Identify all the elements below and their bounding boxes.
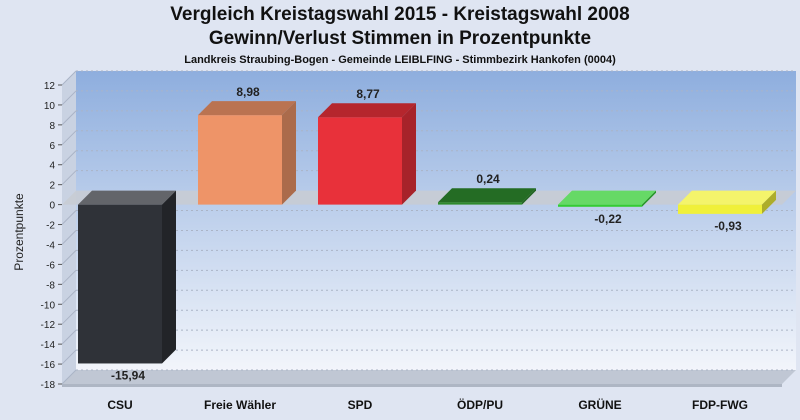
gridline-diagonal bbox=[61, 349, 77, 365]
category-label: CSU bbox=[107, 398, 132, 412]
bar-front bbox=[318, 117, 402, 205]
y-tick-label: -18 bbox=[41, 380, 56, 391]
bar-side bbox=[282, 101, 296, 205]
bar-top bbox=[198, 101, 296, 116]
y-tick-label: -6 bbox=[46, 260, 55, 271]
category-label: GRÜNE bbox=[578, 397, 621, 412]
gridline-diagonal bbox=[61, 70, 77, 86]
y-tick-label: 10 bbox=[44, 101, 56, 112]
y-tick-label: -8 bbox=[46, 280, 55, 291]
plot-base bbox=[62, 384, 782, 387]
bar-front bbox=[558, 204, 642, 207]
bar-side bbox=[402, 103, 416, 205]
category-label: Freie Wähler bbox=[204, 398, 276, 412]
gridline-diagonal bbox=[61, 230, 77, 245]
gridline-diagonal bbox=[61, 250, 77, 265]
gridline-diagonal bbox=[61, 210, 77, 225]
value-label: -15,94 bbox=[111, 368, 145, 382]
y-tick-label: 2 bbox=[49, 181, 55, 192]
y-tick-label: 8 bbox=[49, 121, 55, 132]
chart-subtitle: Gewinn/Verlust Stimmen in Prozentpunkte bbox=[208, 28, 592, 49]
bar-side bbox=[522, 188, 536, 205]
bar-front bbox=[678, 204, 762, 214]
gridline-diagonal bbox=[61, 329, 77, 345]
gridline-diagonal bbox=[61, 309, 77, 325]
chart-subtitle-location: Landkreis Straubing-Bogen - Gemeinde LEI… bbox=[184, 54, 616, 66]
bar-front bbox=[78, 204, 162, 364]
category-label: ÖDP/PU bbox=[457, 397, 503, 412]
plot-floor bbox=[62, 370, 796, 384]
y-axis-label: Prozentpunkte bbox=[12, 193, 26, 271]
bar-side bbox=[762, 190, 776, 214]
bar-side bbox=[162, 190, 176, 364]
plot-back-wall bbox=[76, 71, 796, 370]
y-tick-label: 6 bbox=[49, 141, 55, 152]
y-tick-label: -12 bbox=[41, 320, 56, 331]
bar-3 bbox=[318, 103, 416, 205]
value-label: -0,93 bbox=[714, 219, 742, 233]
gridline-diagonal bbox=[61, 150, 77, 166]
bar-front bbox=[438, 202, 522, 205]
y-tick-label: -10 bbox=[41, 300, 56, 311]
bar-6 bbox=[678, 190, 776, 214]
gridline-diagonal bbox=[61, 269, 77, 285]
y-tick-label: -4 bbox=[46, 240, 55, 251]
bar-top bbox=[78, 190, 176, 205]
y-tick-label: 12 bbox=[44, 81, 56, 92]
bar-4 bbox=[438, 188, 536, 205]
value-label: 8,98 bbox=[236, 85, 260, 99]
value-label: 0,24 bbox=[476, 172, 500, 186]
y-tick-label: -16 bbox=[41, 360, 56, 371]
chart-title: Vergleich Kreistagswahl 2015 - Kreistags… bbox=[170, 4, 630, 25]
bar-top bbox=[318, 103, 416, 118]
bar-1 bbox=[78, 190, 176, 364]
gridline-diagonal bbox=[61, 110, 77, 126]
y-tick-label: 4 bbox=[49, 161, 55, 172]
gridline-diagonal bbox=[61, 289, 77, 305]
y-tick-label: -2 bbox=[46, 221, 55, 232]
bar-2 bbox=[198, 101, 296, 205]
y-tick-label: -14 bbox=[41, 340, 56, 351]
bar-top bbox=[558, 190, 656, 205]
gridline-diagonal bbox=[61, 170, 77, 186]
bar-5 bbox=[558, 190, 656, 207]
bar-front bbox=[198, 115, 282, 205]
gridline-diagonal bbox=[61, 90, 77, 106]
plot-side-wall bbox=[62, 71, 76, 384]
value-label: 8,77 bbox=[356, 87, 380, 101]
gridline-diagonal bbox=[61, 369, 77, 385]
gridline-diagonal bbox=[61, 130, 77, 146]
bar-side bbox=[642, 190, 656, 207]
category-label: SPD bbox=[348, 398, 373, 412]
category-label: FDP-FWG bbox=[692, 398, 748, 412]
value-label: -0,22 bbox=[594, 212, 622, 226]
y-tick-label: 0 bbox=[49, 201, 55, 212]
bar-top bbox=[678, 190, 776, 205]
bar-top bbox=[438, 188, 536, 203]
